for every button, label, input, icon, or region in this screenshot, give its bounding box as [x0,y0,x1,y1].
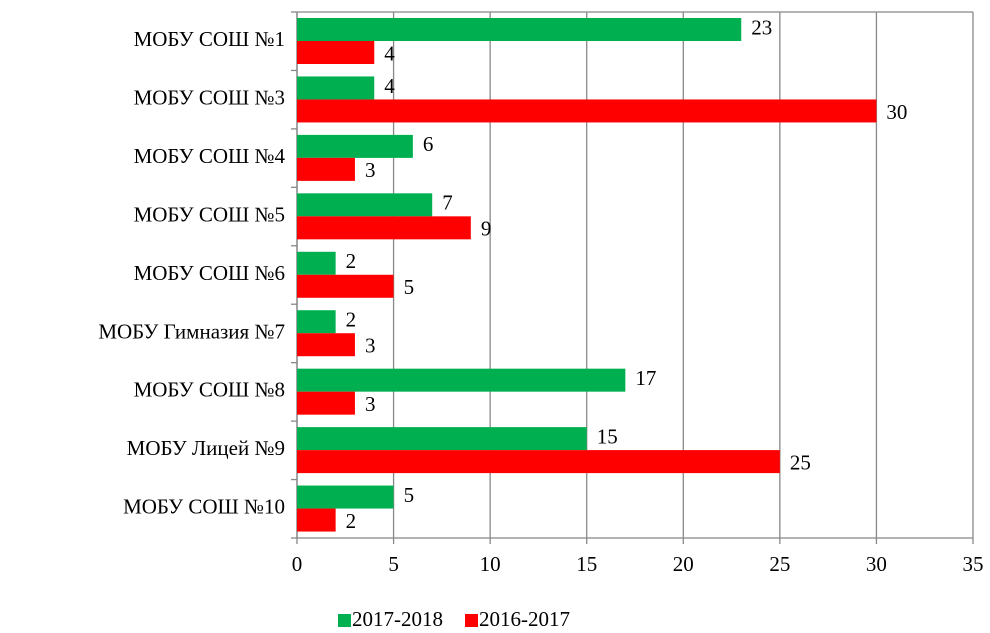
data-label: 5 [404,275,415,299]
bar [297,333,355,357]
bar [297,391,355,415]
y-tick-label: МОБУ Лицей №9 [127,436,285,460]
x-tick-label: 5 [388,552,399,576]
x-tick-label: 10 [480,552,501,576]
y-tick-label: МОБУ СОШ №1 [134,27,285,51]
data-label: 2 [346,308,357,332]
bar [297,508,336,532]
bar [297,157,355,181]
bar [297,274,394,298]
y-tick-label: МОБУ Гимназия №7 [98,319,285,343]
bar [297,193,433,217]
data-label: 7 [442,191,453,215]
x-tick-label: 35 [963,552,984,576]
y-tick-label: МОБУ СОШ №3 [134,85,285,109]
y-tick-label: МОБУ СОШ №6 [134,261,285,285]
bar [297,368,626,392]
bar [297,41,375,64]
x-tick-label: 20 [673,552,694,576]
legend-label: 2016-2017 [479,607,570,631]
x-tick-label: 30 [866,552,887,576]
data-label: 6 [423,132,434,156]
data-label: 3 [365,158,376,182]
data-label: 15 [597,424,618,448]
y-tick-label: МОБУ СОШ №4 [134,144,286,168]
data-label: 2 [346,249,357,273]
data-label: 9 [481,217,492,241]
data-label: 17 [635,366,656,390]
y-tick-label: МОБУ СОШ №8 [134,378,285,402]
bar [297,251,336,275]
data-label: 4 [384,41,395,65]
legend-swatch [338,614,351,627]
data-label: 23 [751,15,772,39]
x-tick-label: 15 [576,552,597,576]
bar [297,310,336,334]
x-tick-label: 25 [769,552,790,576]
data-label: 3 [365,392,376,416]
y-tick-label: МОБУ СОШ №10 [123,495,285,519]
legend-swatch [465,614,478,627]
bar [297,99,877,123]
x-tick-label: 0 [292,552,303,576]
data-label: 3 [365,334,376,358]
data-label: 5 [404,483,415,507]
bar [297,134,413,158]
bar [297,76,375,100]
bar [297,216,471,240]
bar [297,427,587,451]
data-label: 25 [790,450,811,474]
bar [297,450,780,474]
data-label: 30 [886,100,907,124]
bar [297,485,394,509]
data-label: 4 [384,74,395,98]
bar [297,18,742,41]
y-tick-label: МОБУ СОШ №5 [134,202,285,226]
data-label: 2 [346,509,357,533]
legend-label: 2017-2018 [352,607,443,631]
